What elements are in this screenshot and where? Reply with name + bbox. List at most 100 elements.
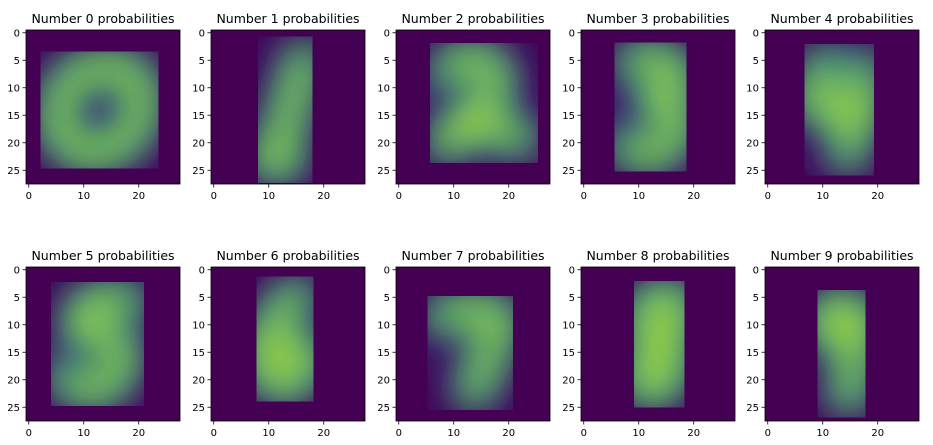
x-tick-label: 20	[871, 428, 884, 439]
y-tick-label: 10	[192, 320, 205, 331]
digit-panel-6: Number 6 probabilities 0 5 10 15 20 25 0 10 20	[192, 248, 366, 439]
digit-stroke	[812, 60, 867, 115]
x-tick-label: 20	[317, 428, 330, 439]
y-tick-label: 20	[562, 138, 575, 149]
y-tick-label: 5	[199, 293, 205, 304]
y-tick-label: 5	[199, 56, 205, 67]
digit-stroke	[262, 292, 308, 386]
panel-title: Number 7 probabilities	[401, 248, 544, 263]
y-tick-label: 15	[377, 348, 390, 359]
heatmap-image	[211, 267, 365, 421]
y-tick-label: 15	[746, 111, 759, 122]
y-tick-label: 15	[377, 111, 390, 122]
heatmap-image	[765, 30, 919, 184]
x-tick-label: 0	[765, 191, 771, 202]
digit-panel-8: Number 8 probabilities 0 5 10 15 20 25 0 10 20	[562, 248, 736, 439]
y-tick-label: 15	[562, 111, 575, 122]
digit-panel-4: Number 4 probabilities 0 5 10 15 20 25 0 10 20	[746, 11, 920, 202]
axes-frame	[25, 29, 181, 185]
axes-frame	[764, 266, 920, 422]
y-tick-label: 20	[7, 375, 20, 386]
digit-stroke	[269, 55, 307, 165]
y-tick-label: 10	[377, 83, 390, 94]
x-tick-label: 10	[816, 191, 829, 202]
y-tick-label: 5	[753, 293, 759, 304]
y-tick-label: 0	[384, 28, 390, 39]
y-tick-label: 10	[192, 83, 205, 94]
y-tick-label: 25	[377, 403, 390, 414]
y-tick-label: 15	[7, 111, 20, 122]
panel-title: Number 5 probabilities	[31, 248, 174, 263]
x-tick-label: 0	[581, 428, 587, 439]
heatmap-image	[26, 267, 180, 421]
y-tick-label: 0	[569, 28, 575, 39]
x-tick-label: 0	[211, 428, 217, 439]
y-tick-label: 10	[377, 320, 390, 331]
x-tick-label: 0	[396, 191, 402, 202]
y-tick-label: 5	[569, 293, 575, 304]
y-tick-label: 15	[192, 348, 205, 359]
axes-frame	[580, 29, 736, 185]
y-tick-label: 20	[7, 138, 20, 149]
x-tick-label: 10	[816, 428, 829, 439]
heatmap-image	[26, 30, 180, 184]
y-tick-label: 25	[377, 166, 390, 177]
y-tick-label: 25	[562, 403, 575, 414]
digit-stroke	[845, 66, 867, 159]
axes-frame	[210, 29, 366, 185]
x-tick-label: 10	[262, 191, 275, 202]
y-tick-label: 5	[384, 293, 390, 304]
y-tick-label: 25	[7, 166, 20, 177]
y-tick-label: 15	[746, 348, 759, 359]
x-tick-label: 10	[77, 428, 90, 439]
heatmap-image	[211, 30, 365, 184]
digit-stroke	[443, 123, 525, 143]
y-tick-label: 0	[753, 265, 759, 276]
digit-stroke	[622, 58, 679, 156]
x-tick-label: 20	[502, 191, 515, 202]
panel-title: Number 4 probabilities	[770, 11, 913, 26]
y-tick-label: 20	[377, 375, 390, 386]
axes-frame	[764, 29, 920, 185]
axes-frame	[580, 266, 736, 422]
digit-stroke	[55, 66, 144, 155]
x-tick-label: 0	[581, 191, 587, 202]
digit-panel-9: Number 9 probabilities 0 5 10 15 20 25 0 10 20	[746, 248, 920, 439]
x-tick-label: 20	[687, 428, 700, 439]
x-tick-label: 0	[211, 191, 217, 202]
x-tick-label: 20	[132, 191, 145, 202]
digit-stroke	[822, 305, 861, 402]
y-tick-label: 25	[192, 403, 205, 414]
axes-frame	[25, 266, 181, 422]
digit-panel-1: Number 1 probabilities 0 5 10 15 20 25 0 10 20	[192, 11, 366, 202]
y-tick-label: 20	[746, 138, 759, 149]
x-tick-label: 10	[447, 428, 460, 439]
x-tick-label: 10	[447, 191, 460, 202]
x-tick-label: 0	[765, 428, 771, 439]
digit-stroke	[437, 309, 503, 396]
x-tick-label: 20	[317, 191, 330, 202]
y-tick-label: 10	[7, 83, 20, 94]
y-tick-label: 15	[7, 348, 20, 359]
y-tick-label: 10	[746, 83, 759, 94]
x-tick-label: 0	[26, 428, 32, 439]
panel-title: Number 3 probabilities	[586, 11, 729, 26]
y-tick-label: 5	[14, 56, 20, 67]
y-tick-label: 10	[7, 320, 20, 331]
y-tick-label: 0	[14, 265, 20, 276]
y-tick-label: 5	[753, 56, 759, 67]
y-tick-label: 10	[746, 320, 759, 331]
y-tick-label: 20	[746, 375, 759, 386]
y-tick-label: 10	[562, 320, 575, 331]
y-tick-label: 0	[569, 265, 575, 276]
heatmap-image	[581, 30, 735, 184]
y-tick-label: 5	[569, 56, 575, 67]
y-tick-label: 25	[746, 403, 759, 414]
axes-frame	[395, 29, 551, 185]
y-tick-label: 0	[14, 28, 20, 39]
digit-panel-7: Number 7 probabilities 0 5 10 15 20 25 0 10 20	[377, 248, 551, 439]
y-tick-label: 5	[384, 56, 390, 67]
x-tick-label: 20	[687, 191, 700, 202]
